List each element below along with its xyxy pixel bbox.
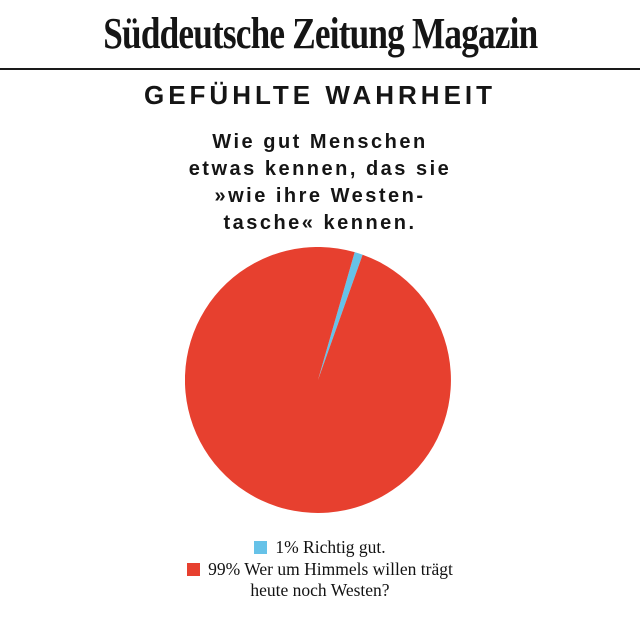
legend-label: 99% Wer um Himmels willen trägt <box>208 559 453 579</box>
header-divider <box>0 68 640 70</box>
legend-label-line: heute noch Westen? <box>250 580 390 600</box>
legend-label-line: 99% Wer um Himmels willen trägt <box>0 559 640 580</box>
subtitle-line: »wie ihre Westen- <box>214 185 426 207</box>
legend-swatch-red <box>187 563 201 576</box>
pie-slice <box>318 252 363 380</box>
subtitle-line: tasche« kennen. <box>223 212 417 234</box>
page-title: GEFÜHLTE WAHRHEIT <box>143 80 497 110</box>
legend-item: 1% Richtig gut. <box>0 537 640 558</box>
legend-item: 99% Wer um Himmels willen trägt heute no… <box>0 559 640 601</box>
subtitle-line: Wie gut Menschen <box>212 131 428 153</box>
chart-subtitle: Wie gut Menschen etwas kennen, das sie »… <box>0 129 640 237</box>
pie-chart <box>185 247 451 513</box>
legend-label: 1% Richtig gut. <box>275 537 386 557</box>
legend-swatch-blue <box>254 541 268 554</box>
pie-chart-svg <box>185 247 451 513</box>
masthead-logo-text: Süddeutsche Zeitung Magazin <box>102 9 538 58</box>
chart-legend: 1% Richtig gut. 99% Wer um Himmels wille… <box>0 537 640 602</box>
pie-slice <box>185 247 451 513</box>
subtitle-line: etwas kennen, das sie <box>188 158 452 180</box>
masthead: Süddeutsche Zeitung Magazin <box>0 8 640 70</box>
